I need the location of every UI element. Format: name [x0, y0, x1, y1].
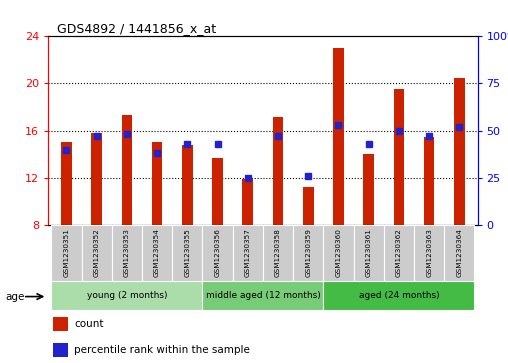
- Text: GSM1230358: GSM1230358: [275, 228, 281, 277]
- Bar: [354, 225, 384, 281]
- Bar: [394, 89, 404, 225]
- Text: GSM1230362: GSM1230362: [396, 228, 402, 277]
- Bar: [52, 317, 68, 331]
- Bar: [51, 225, 81, 281]
- Bar: [81, 225, 112, 281]
- Bar: [212, 158, 223, 225]
- Bar: [324, 281, 474, 310]
- Text: GSM1230355: GSM1230355: [184, 228, 190, 277]
- Bar: [242, 179, 253, 225]
- Bar: [263, 225, 293, 281]
- Text: young (2 months): young (2 months): [86, 291, 167, 300]
- Bar: [414, 225, 444, 281]
- Text: GSM1230353: GSM1230353: [124, 228, 130, 277]
- Text: GSM1230363: GSM1230363: [426, 228, 432, 277]
- Bar: [51, 281, 202, 310]
- Bar: [424, 136, 434, 225]
- Bar: [273, 117, 283, 225]
- Text: percentile rank within the sample: percentile rank within the sample: [74, 345, 250, 355]
- Bar: [233, 225, 263, 281]
- Text: GSM1230359: GSM1230359: [305, 228, 311, 277]
- Bar: [324, 225, 354, 281]
- Text: GSM1230360: GSM1230360: [335, 228, 341, 277]
- Bar: [293, 225, 324, 281]
- Bar: [444, 225, 474, 281]
- Text: GDS4892 / 1441856_x_at: GDS4892 / 1441856_x_at: [57, 22, 216, 35]
- Text: GSM1230357: GSM1230357: [245, 228, 251, 277]
- Text: aged (24 months): aged (24 months): [359, 291, 439, 300]
- Bar: [112, 225, 142, 281]
- Bar: [384, 225, 414, 281]
- Text: GSM1230351: GSM1230351: [64, 228, 70, 277]
- Bar: [91, 133, 102, 225]
- Text: age: age: [5, 291, 24, 302]
- Bar: [202, 225, 233, 281]
- Bar: [454, 78, 465, 225]
- Text: GSM1230361: GSM1230361: [366, 228, 372, 277]
- Bar: [182, 145, 193, 225]
- Bar: [61, 143, 72, 225]
- Text: count: count: [74, 319, 104, 329]
- Text: GSM1230356: GSM1230356: [214, 228, 220, 277]
- Text: GSM1230354: GSM1230354: [154, 228, 160, 277]
- Text: middle aged (12 months): middle aged (12 months): [206, 291, 320, 300]
- Bar: [152, 143, 163, 225]
- Bar: [363, 154, 374, 225]
- Text: GSM1230352: GSM1230352: [93, 228, 100, 277]
- Bar: [52, 343, 68, 357]
- Bar: [303, 187, 313, 225]
- Bar: [142, 225, 172, 281]
- Text: GSM1230364: GSM1230364: [456, 228, 462, 277]
- Bar: [333, 48, 344, 225]
- Bar: [202, 281, 324, 310]
- Bar: [121, 115, 132, 225]
- Bar: [172, 225, 202, 281]
